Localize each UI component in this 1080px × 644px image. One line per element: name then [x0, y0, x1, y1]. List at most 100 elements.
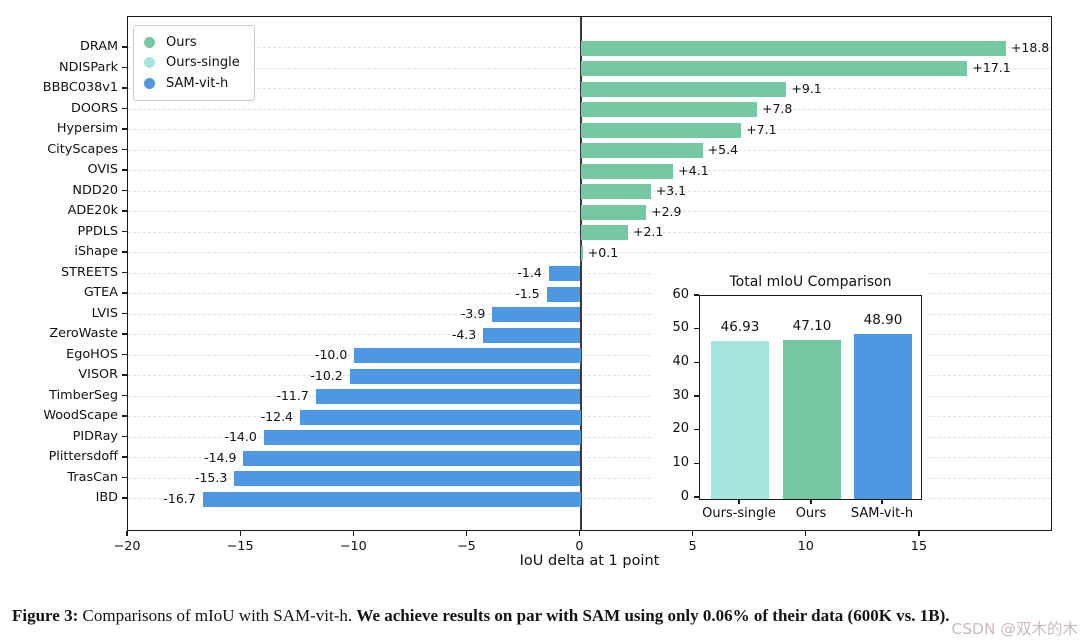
bar: [546, 286, 581, 302]
category-label: OVIS: [87, 162, 119, 177]
category-label: NDISPark: [59, 59, 118, 75]
inset-bar: [854, 334, 912, 499]
bar: [580, 163, 674, 179]
bar-value-label: +5.4: [707, 142, 739, 157]
category-label: VISOR: [78, 367, 118, 382]
bar: [580, 143, 703, 158]
y-tick-mark: [122, 333, 127, 335]
x-tick-label: 10: [797, 539, 814, 554]
bar: [580, 40, 1006, 56]
category-label: WoodScape: [43, 408, 118, 423]
y-tick-mark: [122, 87, 127, 89]
inset-x-tick-label: Ours-single: [702, 506, 776, 521]
x-tick-mark: [239, 531, 241, 536]
csdn-watermark: CSDN @双木的木: [951, 620, 1078, 638]
y-tick-mark: [122, 271, 127, 274]
x-tick-mark: [126, 531, 128, 536]
bar-value-label: +2.1: [633, 224, 664, 239]
y-tick-mark: [122, 251, 127, 253]
bar: [483, 327, 581, 343]
inset-bar: [711, 341, 769, 499]
bar: [580, 61, 968, 76]
bar-value-label: -15.3: [194, 470, 228, 485]
inset-chart-axes: 46.93 47.10 48.90: [699, 295, 922, 500]
x-tick-label: −5: [456, 539, 476, 554]
bar-value-label: +7.1: [746, 121, 777, 137]
bar: [492, 307, 581, 322]
inset-y-tick-mark: [694, 462, 699, 464]
gridline: [128, 252, 1051, 253]
y-tick-mark: [122, 312, 127, 315]
legend-items: Ours Ours-single SAM-vit-h: [144, 32, 240, 94]
x-tick-label: 0: [575, 539, 584, 554]
bar-value-label: -4.3: [451, 326, 477, 342]
bar-value-label: -1.5: [515, 285, 540, 301]
y-tick-mark: [122, 148, 127, 151]
y-tick-mark: [122, 169, 127, 171]
category-label: Plittersdoff: [48, 449, 118, 464]
x-tick-label: −15: [226, 539, 254, 554]
bar: [349, 368, 581, 384]
bar-value-label: -11.7: [276, 388, 309, 403]
bar: [234, 471, 581, 486]
inset-y-tick-mark: [694, 361, 699, 363]
category-label: STREETS: [61, 264, 118, 280]
category-label: DRAM: [79, 39, 118, 54]
gridline: [128, 313, 1051, 315]
bar-value-label: -12.4: [260, 408, 293, 424]
gridline: [128, 477, 1051, 479]
inset-y-tick-mark: [694, 395, 699, 397]
inset-y-tick-mark: [694, 294, 699, 296]
x-tick-mark: [352, 531, 354, 536]
zero-line: [579, 17, 582, 530]
inset-x-tick-mark: [810, 500, 812, 504]
bar-value-label: -14.0: [224, 429, 257, 444]
category-label: PIDRay: [72, 428, 118, 444]
bar: [580, 225, 628, 240]
gridline: [128, 272, 1051, 274]
category-label: PPDLS: [77, 223, 118, 239]
bar: [580, 81, 787, 97]
inset-bar-value-label: 48.90: [863, 312, 903, 329]
y-tick-mark: [122, 456, 127, 458]
category-label: GTEA: [83, 285, 118, 300]
category-label: TrasCan: [67, 469, 118, 485]
x-axis-label: IoU delta at 1 point: [519, 553, 660, 569]
legend-item-label: SAM-vit-h: [166, 75, 229, 91]
x-tick-label: 15: [910, 539, 928, 554]
bar-value-label: +0.1: [587, 244, 619, 260]
category-label: CityScapes: [47, 141, 118, 157]
gridline: [128, 395, 1051, 397]
bar: [580, 245, 583, 261]
y-tick-mark: [122, 189, 127, 192]
caption-normal-text: Comparisons of mIoU with SAM-vit-h.: [78, 606, 357, 625]
bar-value-label: -3.9: [460, 306, 486, 321]
bar-value-label: -16.7: [163, 490, 196, 506]
y-tick-mark: [122, 230, 127, 233]
inset-y-tick-label: 30: [672, 387, 689, 403]
inset-y-tick-label: 0: [680, 488, 689, 504]
y-tick-mark: [122, 66, 127, 69]
bar: [580, 184, 651, 199]
bar: [315, 389, 581, 404]
bar-value-label: -10.0: [314, 347, 348, 362]
category-label: DOORS: [70, 100, 118, 116]
inset-bar-value-label: 47.10: [792, 318, 832, 335]
figure-caption: Figure 3: Comparisons of mIoU with SAM-v…: [12, 606, 1074, 626]
gridline: [128, 334, 1051, 335]
legend-marker-icon: [144, 36, 155, 48]
y-tick-mark: [122, 210, 127, 212]
inset-y-tick-label: 40: [672, 353, 689, 369]
bar: [580, 122, 742, 138]
gridline: [128, 436, 1051, 438]
x-tick-mark: [805, 531, 807, 536]
bar-value-label: -1.4: [517, 265, 542, 280]
caption-bold-text: We achieve results on par with SAM using…: [356, 606, 950, 625]
gridline: [128, 354, 1051, 356]
bar-value-label: +2.9: [651, 203, 682, 219]
gridline: [128, 457, 1051, 458]
y-tick-mark: [122, 128, 127, 130]
category-label: IBD: [95, 490, 118, 505]
